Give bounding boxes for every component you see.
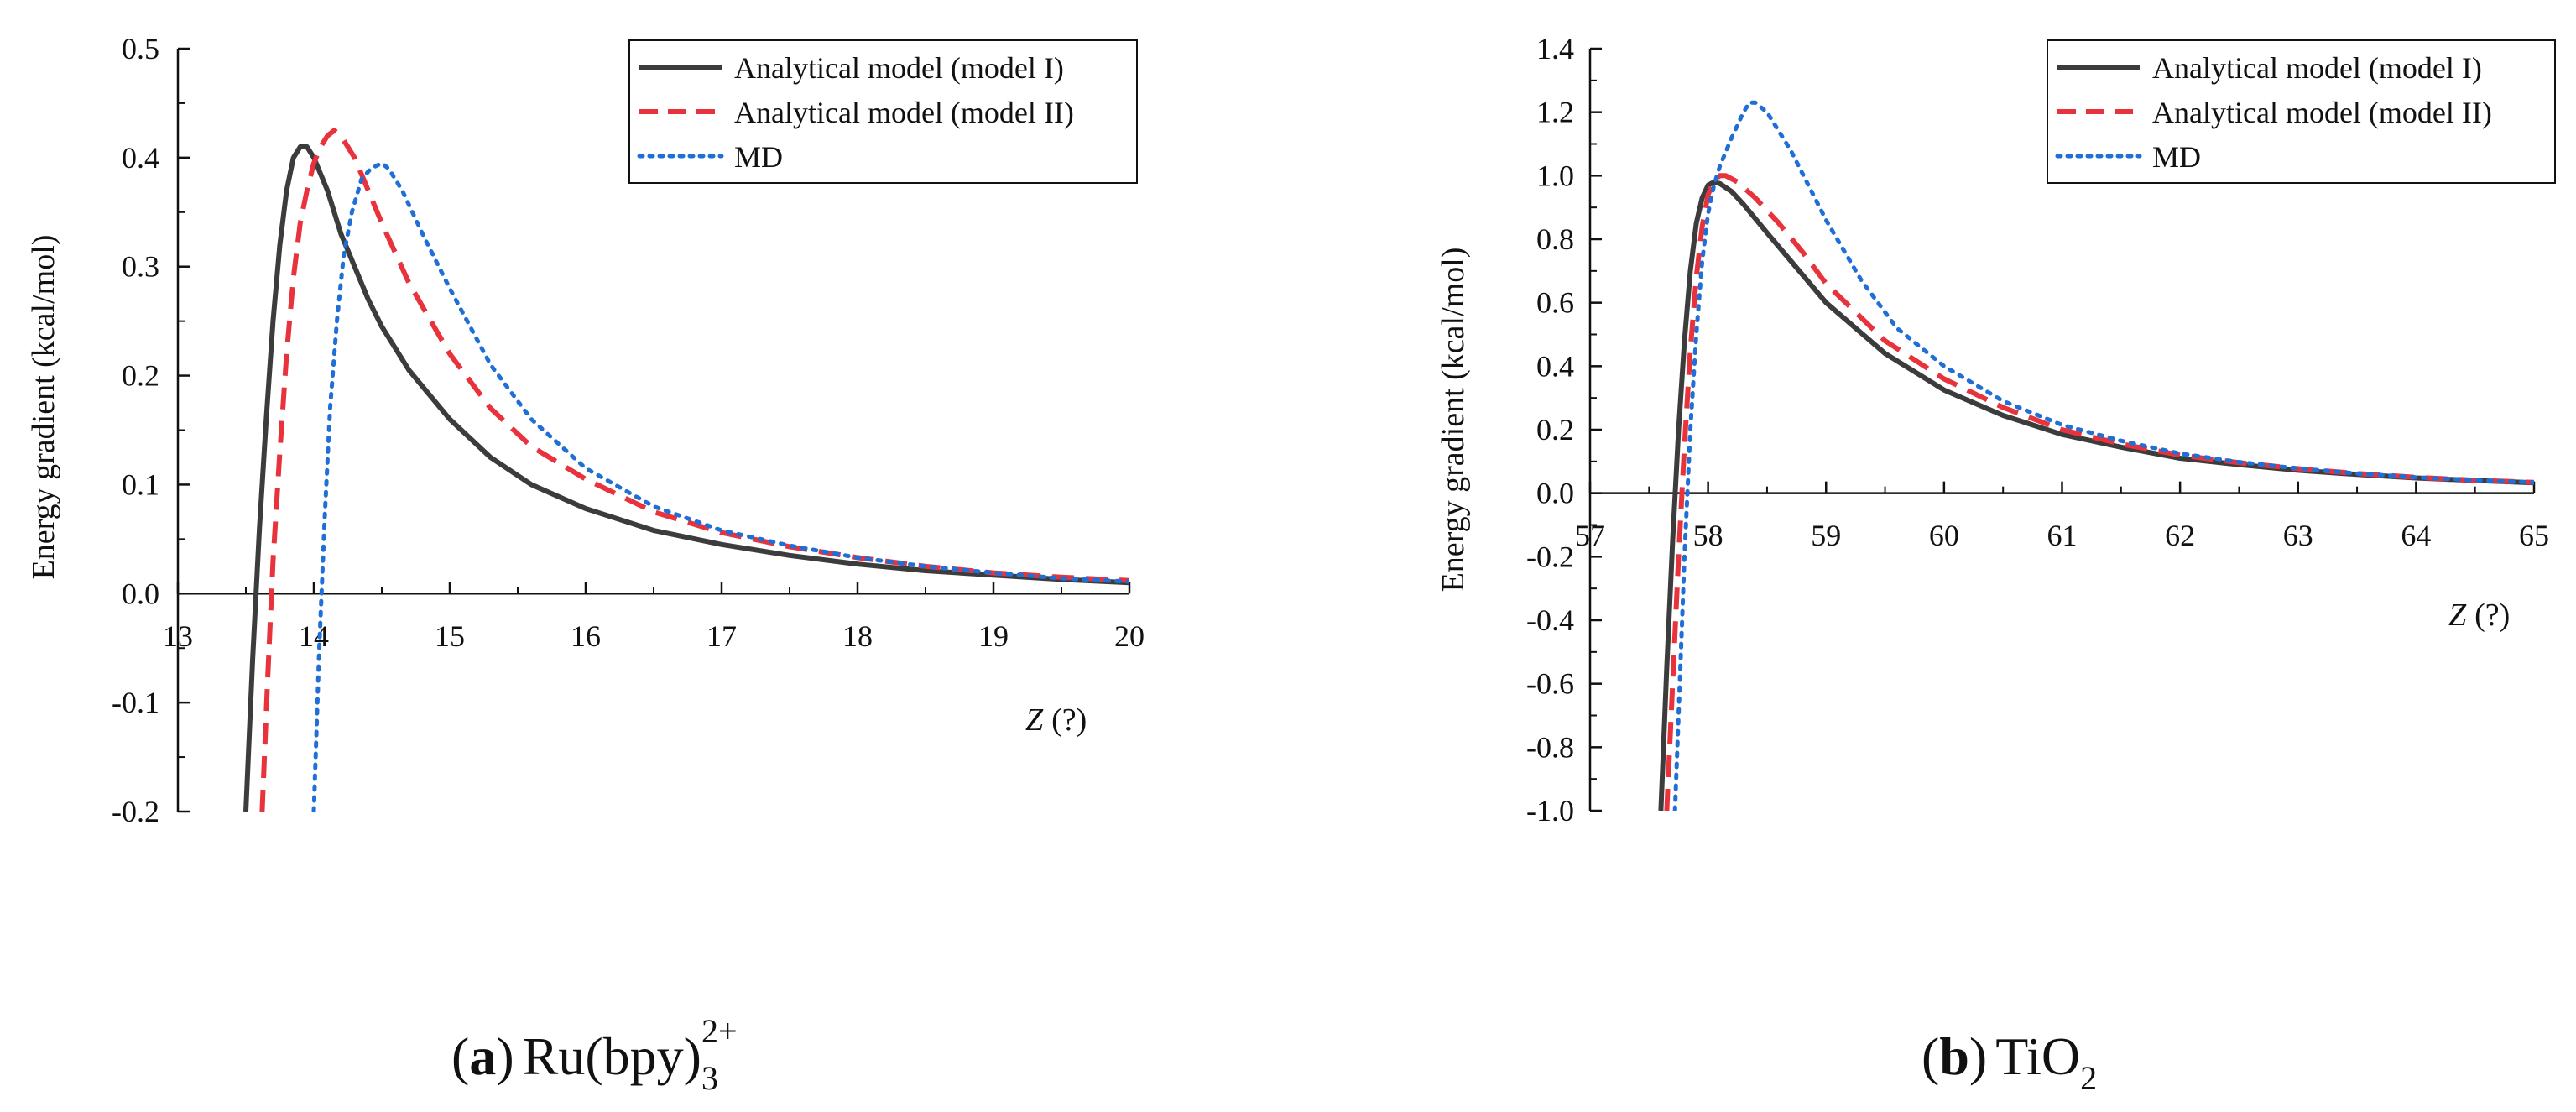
caption-a: (a) Ru(bpy)3 2+ [451, 1012, 738, 1097]
x-tick-label-b: 57 [1575, 519, 1605, 552]
y-tick-label-b: -0.6 [1526, 667, 1574, 701]
caption-text-a: (a) Ru(bpy)3 2+ [451, 1012, 738, 1097]
caption-close-paren-a: ) [496, 1026, 514, 1086]
x-axis-unit-a: (?) [1051, 702, 1087, 738]
y-axis-title-b: Energy gradient (kcal/mol) [1436, 248, 1471, 593]
x-axis-unit-b: (?) [2474, 598, 2510, 633]
y-tick-label-b: 1.0 [1536, 159, 1574, 192]
legend-label-model1-b: Analytical model (model I) [2152, 51, 2482, 85]
x-tick-label-b: 63 [2283, 519, 2313, 552]
y-tick-label-a: 0.3 [122, 250, 159, 284]
x-tick-label-a: 20 [1114, 619, 1145, 653]
caption-letter-a: a [469, 1026, 496, 1086]
y-tick-label-b: -1.0 [1526, 794, 1574, 827]
y-tick-label-b: -0.2 [1526, 540, 1574, 573]
y-tick-label-b: 0.6 [1536, 286, 1574, 320]
y-tick-label-b: 0.4 [1536, 349, 1574, 383]
y-tick-label-b: 1.4 [1536, 32, 1574, 65]
chart-panel-a: Energy gradient (kcal/mol) -0.2 -0.1 0.0 0.… [26, 32, 1145, 1097]
x-tick-label-b: 65 [2519, 519, 2549, 552]
legend-label-model1-a: Analytical model (model I) [734, 51, 1064, 85]
series-line-md-b [1672, 100, 2534, 811]
y-tick-label-a: 0.2 [122, 359, 159, 393]
caption-formula-a: Ru(bpy) [523, 1026, 701, 1086]
y-tick-label-b: -0.4 [1526, 603, 1574, 637]
y-tick-label-a: 0.5 [122, 32, 159, 65]
caption-subscript-a: 3 [701, 1059, 718, 1097]
y-tick-label-b: 0.2 [1536, 413, 1574, 446]
series-line-md-a [311, 160, 1129, 812]
caption-b: (b) TiO2 [1922, 1026, 2097, 1097]
plot-area-b: -1.0 -0.8 -0.6 -0.4 -0.2 0.0 0.2 0.4 0.6 0.8 1.0 1.… [1526, 32, 2549, 827]
caption-superscript-a: 2+ [701, 1012, 738, 1050]
x-tick-label-a: 13 [163, 619, 193, 653]
chart-panel-b: Energy gradient (kcal/mol) -1.0-0.8-0.6-… [1436, 32, 2556, 1097]
x-axis-var-b: Z [2448, 598, 2467, 633]
y-tick-label-b: 1.2 [1536, 96, 1574, 129]
y-tick-label-a: 0.0 [122, 577, 159, 610]
x-tick-label-a: 15 [435, 619, 465, 653]
caption-text-b: (b) TiO2 [1922, 1026, 2097, 1097]
x-tick-label-b: 61 [2047, 519, 2078, 552]
caption-open-paren-b: ( [1922, 1026, 1939, 1086]
legend-label-md-a: MD [734, 140, 783, 174]
x-tick-label-a: 19 [978, 619, 1009, 653]
y-tick-label-a: -0.1 [112, 686, 159, 719]
y-tick-label-b: -0.8 [1526, 730, 1574, 764]
plot-area-a: -0.2 -0.1 0.0 0.1 0.2 0.3 0.4 0.5 13 14 15 16 17 18 19… [112, 32, 1145, 828]
x-tick-label-a: 14 [299, 619, 329, 653]
caption-open-paren-a: ( [451, 1026, 469, 1086]
legend-label-model2-a: Analytical model (model II) [734, 96, 1074, 129]
series-line-model2-a [259, 128, 1129, 812]
x-tick-label-b: 59 [1811, 519, 1841, 552]
caption-formula-b: TiO [1995, 1026, 2080, 1086]
y-tick-label-b: 0.0 [1536, 477, 1574, 510]
x-tick-label-b: 58 [1693, 519, 1723, 552]
caption-letter-b: b [1939, 1026, 1969, 1086]
x-tick-label-a: 17 [707, 619, 737, 653]
legend-label-md-b: MD [2152, 140, 2201, 174]
caption-close-paren-b: ) [1969, 1026, 1987, 1086]
x-axis-title-a: Z (?) [1025, 702, 1087, 738]
y-tick-label-b: 0.8 [1536, 222, 1574, 256]
caption-subscript-b: 2 [2080, 1059, 2097, 1097]
legend-a: Analytical model (model I) Analytical mo… [628, 39, 1138, 184]
y-tick-label-a: -0.2 [112, 795, 159, 828]
x-tick-label-b: 62 [2165, 519, 2195, 552]
y-tick-label-a: 0.4 [122, 141, 159, 175]
legend-label-model2-b: Analytical model (model II) [2152, 96, 2492, 129]
x-tick-label-a: 18 [842, 619, 873, 653]
y-tick-label-a: 0.1 [122, 467, 159, 501]
x-tick-label-b: 64 [2401, 519, 2431, 552]
x-axis-title-b: Z (?) [2448, 598, 2510, 633]
y-axis-title-a: Energy gradient (kcal/mol) [26, 235, 61, 580]
series-line-model1-a [243, 144, 1129, 812]
x-axis-var-a: Z [1025, 702, 1044, 738]
legend-b: Analytical model (model I) Analytical mo… [2047, 39, 2556, 184]
x-tick-label-a: 16 [571, 619, 601, 653]
x-tick-label-b: 60 [1929, 519, 1959, 552]
